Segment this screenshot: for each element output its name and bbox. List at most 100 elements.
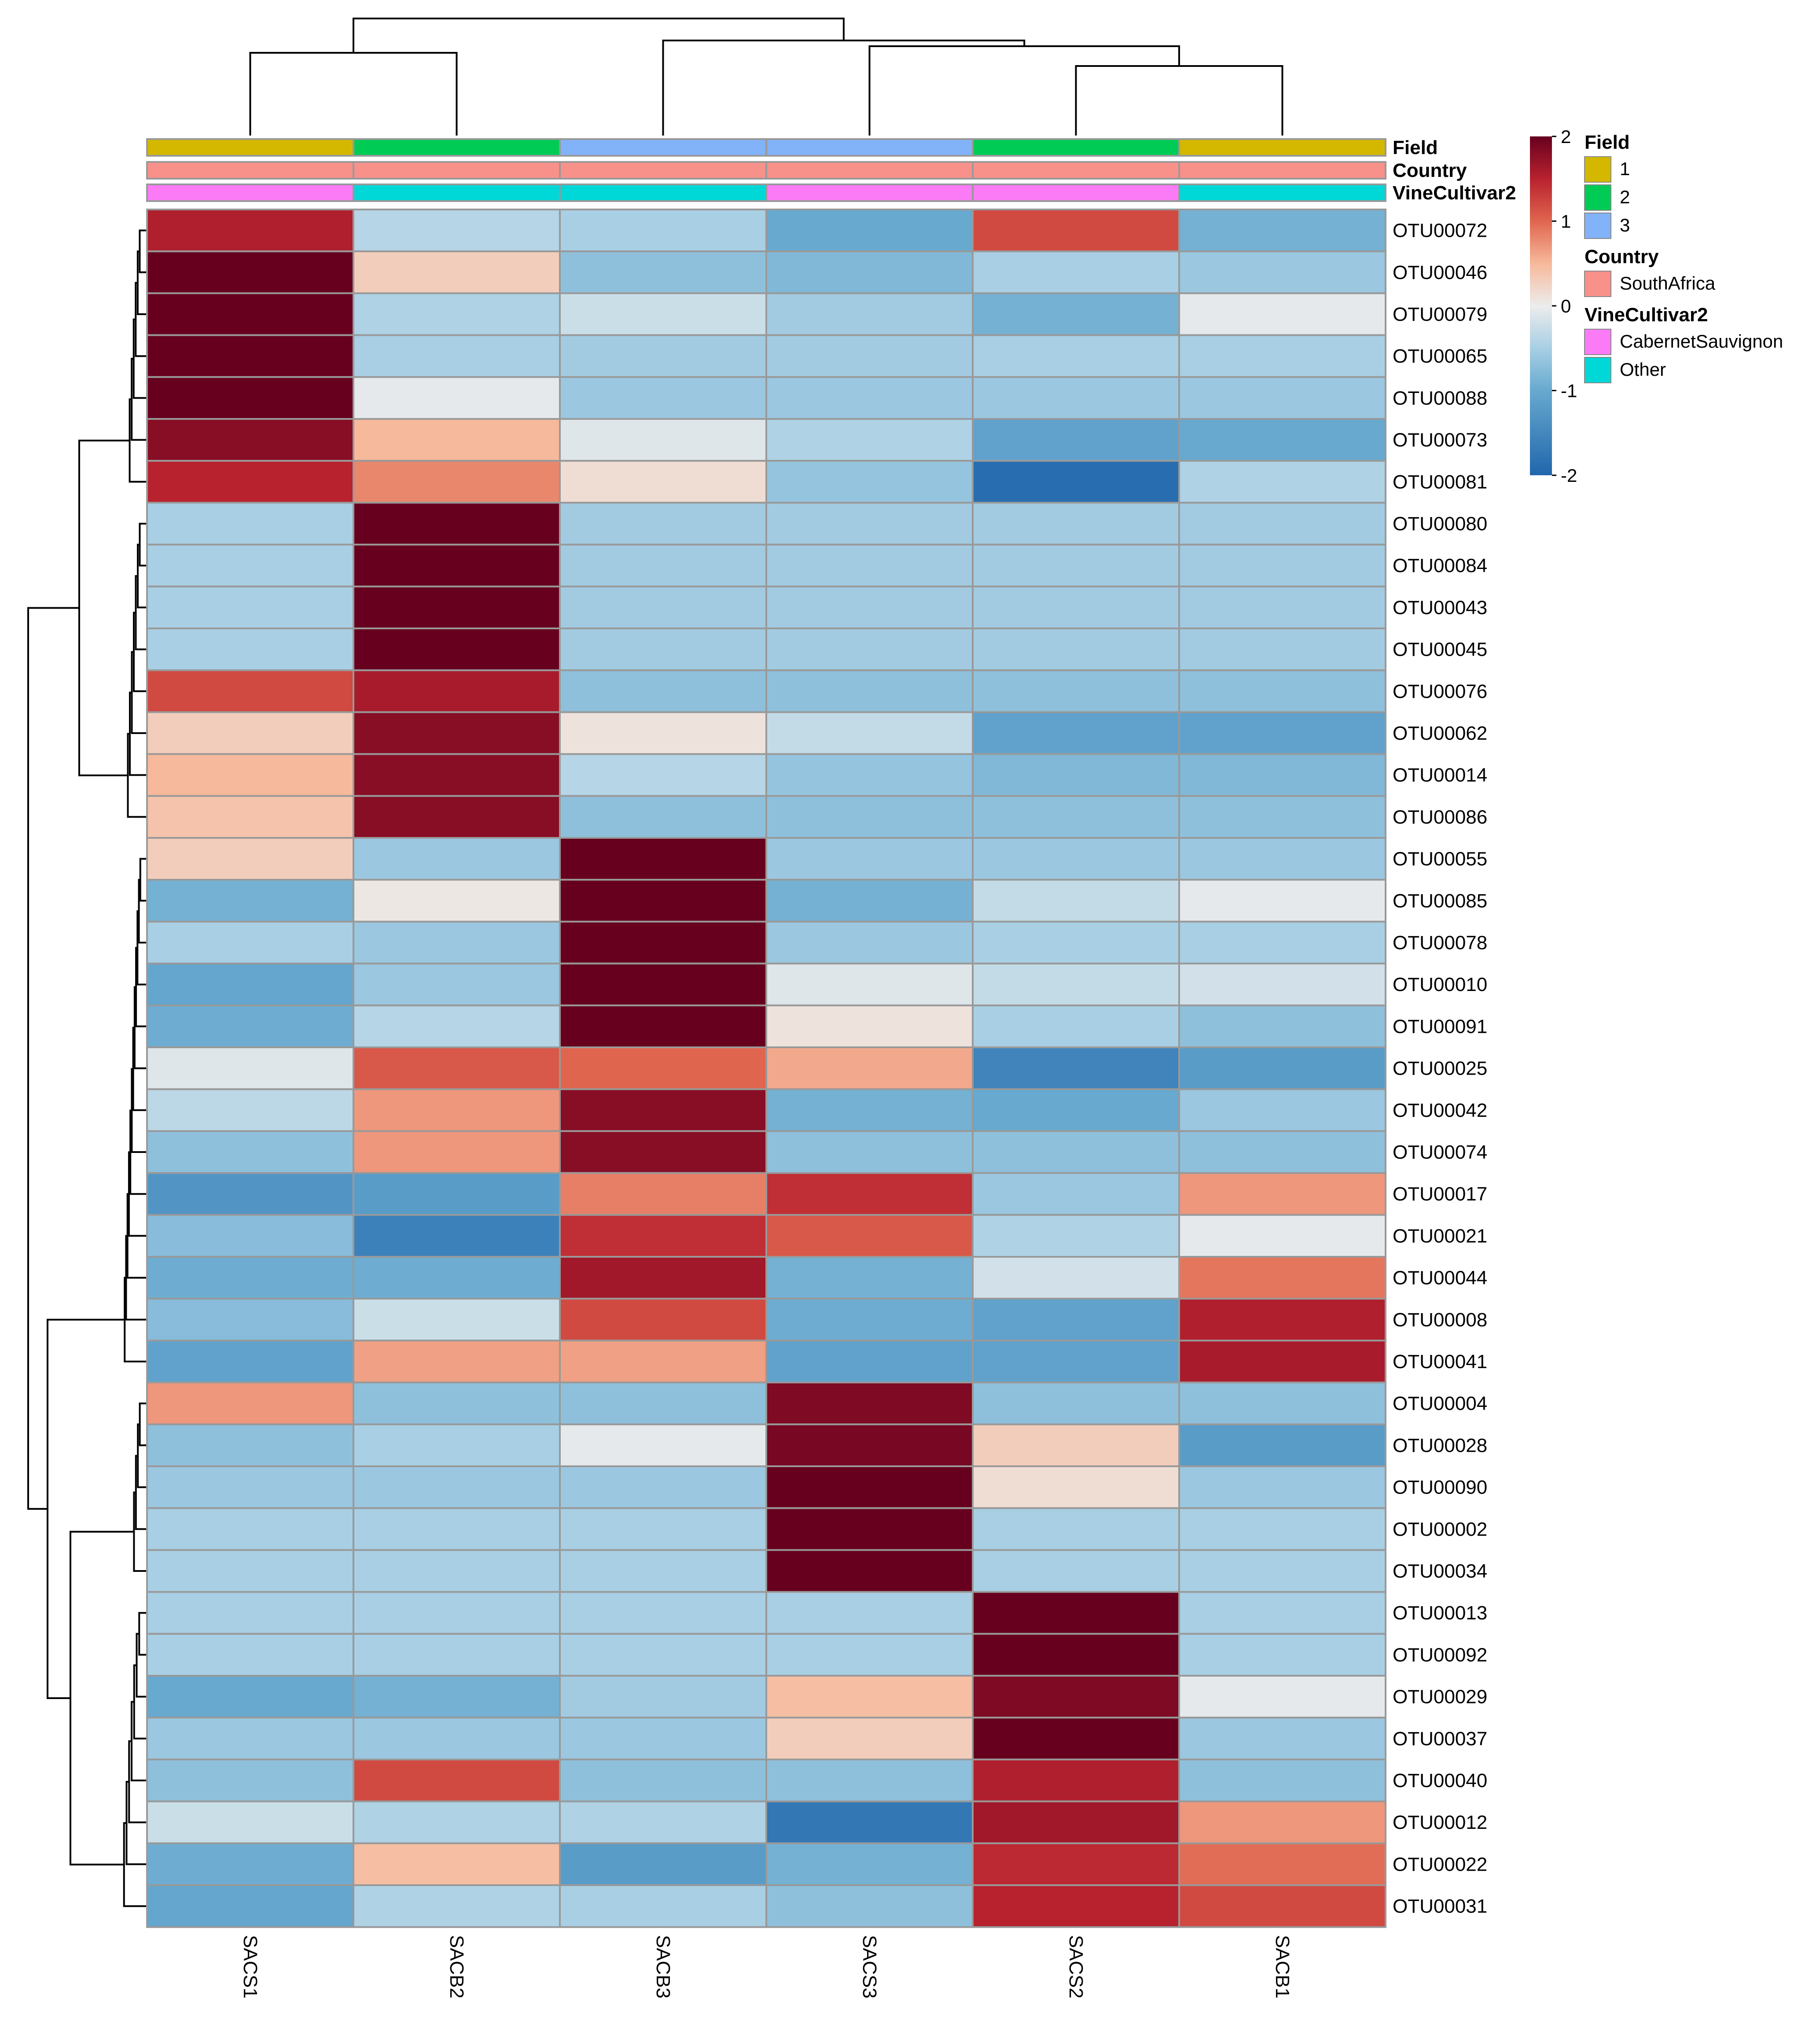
heatmap-cell — [559, 1423, 767, 1468]
row-label: OTU00055 — [1393, 848, 1487, 870]
legend-swatch — [1584, 156, 1611, 183]
heatmap-cell — [353, 209, 561, 253]
row-dendrogram-branch — [78, 440, 130, 776]
legend-title: Field — [1585, 132, 1630, 153]
color-scale-tick-label: 2 — [1561, 126, 1571, 147]
heatmap-cell — [353, 1298, 561, 1342]
column-label: SACS3 — [859, 1935, 880, 1998]
row-label: OTU00086 — [1393, 806, 1487, 828]
heatmap-cell — [972, 543, 1180, 587]
row-dendrogram-branch — [135, 282, 147, 357]
row-dendrogram-branch — [139, 523, 147, 567]
heatmap-cell — [353, 1381, 561, 1425]
heatmap-cell — [146, 1423, 354, 1468]
heatmap-cell — [146, 1088, 354, 1132]
heatmap-cell — [1178, 292, 1386, 336]
heatmap-cell — [1178, 1758, 1386, 1802]
annotation-cell — [353, 161, 561, 180]
heatmap-cell — [353, 418, 561, 462]
heatmap-cell — [972, 376, 1180, 420]
heatmap-cell — [559, 879, 767, 923]
heatmap-cell — [146, 1633, 354, 1677]
heatmap-cell — [146, 1172, 354, 1216]
heatmap-cell — [1178, 1884, 1386, 1928]
heatmap-cell — [146, 1214, 354, 1258]
heatmap-cell — [559, 628, 767, 672]
heatmap-cell — [765, 460, 974, 504]
heatmap-cell — [559, 1842, 767, 1886]
heatmap-cell — [972, 1758, 1180, 1802]
heatmap-cell — [765, 1800, 974, 1844]
heatmap-cell — [765, 1172, 974, 1216]
heatmap-cell — [1178, 1004, 1386, 1049]
heatmap-cell — [972, 1884, 1180, 1928]
heatmap-cell — [353, 669, 561, 713]
heatmap-cell — [765, 1340, 974, 1384]
heatmap-cell — [972, 1088, 1180, 1132]
heatmap-cell — [765, 502, 974, 546]
heatmap-cell — [1178, 1423, 1386, 1468]
heatmap-cell — [765, 1591, 974, 1635]
row-label: OTU00002 — [1393, 1519, 1487, 1540]
heatmap-cell — [559, 376, 767, 420]
row-label: OTU00088 — [1393, 387, 1487, 409]
heatmap-cell — [765, 669, 974, 713]
heatmap-cell — [559, 460, 767, 504]
heatmap-cell — [1178, 1842, 1386, 1886]
legend-item-label: 3 — [1620, 215, 1630, 235]
heatmap-cell — [972, 1507, 1180, 1551]
row-label: OTU00079 — [1393, 304, 1487, 325]
row-label: OTU00062 — [1393, 723, 1487, 744]
heatmap-cell — [765, 879, 974, 923]
annotation-cell — [559, 161, 767, 180]
heatmap-cell — [1178, 250, 1386, 294]
heatmap-cell — [146, 543, 354, 587]
legend-item-label: Other — [1620, 359, 1666, 380]
heatmap-cell — [353, 1214, 561, 1258]
column-label: SACB1 — [1272, 1935, 1293, 1998]
annotation-cell — [146, 161, 354, 180]
column-dendrogram-branch — [662, 40, 1026, 136]
heatmap-cell — [353, 795, 561, 839]
heatmap-cell — [1178, 1633, 1386, 1677]
heatmap-cell — [559, 1088, 767, 1132]
row-label: OTU00021 — [1393, 1225, 1487, 1247]
heatmap-cell — [972, 334, 1180, 378]
row-label: OTU00092 — [1393, 1644, 1487, 1666]
color-scale-bar — [1530, 136, 1552, 475]
heatmap-cell — [765, 753, 974, 797]
heatmap-cell — [559, 837, 767, 881]
heatmap-cell — [353, 543, 561, 587]
heatmap-cell — [559, 962, 767, 1006]
heatmap-cell — [972, 1549, 1180, 1593]
heatmap-cell — [972, 1717, 1180, 1761]
heatmap-cell — [353, 1465, 561, 1509]
heatmap-cell — [353, 1884, 561, 1928]
heatmap-cell — [972, 795, 1180, 839]
heatmap-cell — [972, 1046, 1180, 1090]
heatmap-cell — [972, 1800, 1180, 1844]
heatmap-cell — [1178, 209, 1386, 253]
heatmap-cell — [1178, 962, 1386, 1006]
heatmap-cell — [146, 585, 354, 630]
heatmap-cell — [353, 879, 561, 923]
heatmap-cell — [1178, 1800, 1386, 1844]
heatmap-cell — [353, 837, 561, 881]
heatmap-cell — [146, 502, 354, 546]
legend-item-label: CabernetSauvignon — [1620, 331, 1783, 352]
heatmap-cell — [972, 1256, 1180, 1300]
heatmap-cell — [353, 1340, 561, 1384]
heatmap-cell — [972, 837, 1180, 881]
heatmap-cell — [765, 1507, 974, 1551]
row-label: OTU00076 — [1393, 681, 1487, 702]
legend-swatch — [1584, 271, 1611, 297]
heatmap-cell — [353, 753, 561, 797]
heatmap-cell — [765, 1046, 974, 1090]
heatmap-cell — [559, 1046, 767, 1090]
heatmap-cell — [559, 334, 767, 378]
row-label: OTU00080 — [1393, 513, 1487, 535]
row-label: OTU00041 — [1393, 1351, 1487, 1373]
heatmap-cell — [1178, 921, 1386, 965]
heatmap-cell — [765, 711, 974, 755]
